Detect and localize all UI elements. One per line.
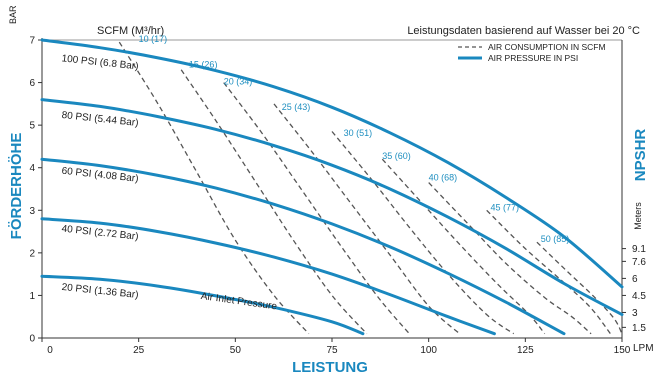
air-consumption-curve [331, 131, 515, 335]
pressure-curve-label: 80 PSI (5.44 Bar) [61, 110, 139, 129]
air-inlet-note: Air Inlet Pressure [200, 291, 278, 313]
x-axis-title: LEISTUNG [292, 359, 368, 376]
npshr-tick-label: 3 [632, 308, 638, 319]
air-curve-label: 20 (34) [224, 77, 253, 87]
air-curve-label: 15 (26) [189, 60, 218, 70]
air-curve-label: 35 (60) [382, 151, 411, 161]
header-left: SCFM (M³/hr) [97, 25, 164, 37]
pressure-curve [40, 38, 624, 289]
air-consumption-curve [486, 209, 611, 335]
npshr-tick-label: 4.5 [632, 291, 646, 302]
air-consumption-curve [381, 158, 546, 335]
air-consumption-curve [180, 69, 368, 335]
air-consumption-curve [428, 182, 592, 335]
x-tick-label: 50 [230, 345, 242, 356]
right-axis-title: NPSHR [632, 129, 649, 182]
npshr-tick-label: 1.5 [632, 323, 646, 334]
x-tick-label: 100 [420, 345, 437, 356]
y-unit-label: BAR [8, 5, 18, 24]
y-tick-label: 7 [29, 36, 35, 47]
pressure-curve-label: 100 PSI (6.8 Bar) [61, 53, 139, 72]
y-axis-title: FÖRDERHÖHE [8, 133, 25, 240]
y-tick-label: 2 [29, 248, 35, 259]
y-tick-label: 5 [29, 121, 35, 132]
y-tick-label: 4 [29, 163, 35, 174]
air-curve-label: 40 (68) [429, 172, 458, 182]
x-tick-label: 75 [326, 345, 338, 356]
air-curve-label: 25 (43) [282, 102, 311, 112]
header-right: Leistungsdaten basierend auf Wasser bei … [407, 25, 640, 37]
npshr-tick-label: 9.1 [632, 244, 646, 255]
air-curve-label: 30 (51) [344, 128, 373, 138]
x-unit-label: LPM [633, 343, 654, 354]
pressure-curve [40, 98, 624, 317]
right-unit-label: Meters [633, 202, 643, 230]
x-tick-label: 0 [47, 345, 53, 356]
air-consumption-curve [223, 82, 410, 335]
y-tick-label: 1 [29, 291, 35, 302]
y-tick-label: 0 [29, 334, 35, 345]
air-curve-label: 50 (85) [541, 234, 570, 244]
x-tick-label: 125 [517, 345, 534, 356]
air-curve-label: 10 (17) [139, 34, 168, 44]
pressure-curve [40, 157, 566, 336]
air-consumption-curve [118, 41, 310, 335]
air-curve-label: 45 (77) [491, 202, 520, 212]
air-consumption-curve [273, 103, 461, 335]
pressure-curve-label: 20 PSI (1.36 Bar) [61, 282, 139, 301]
legend-label-pressure: AIR PRESSURE IN PSI [488, 53, 578, 63]
y-tick-label: 6 [29, 78, 35, 89]
npshr-tick-label: 6 [632, 274, 638, 285]
x-tick-label: 25 [133, 345, 145, 356]
pressure-curve [40, 217, 496, 336]
legend-label-air: AIR CONSUMPTION IN SCFM [488, 42, 606, 52]
legend: AIR CONSUMPTION IN SCFM AIR PRESSURE IN … [458, 42, 606, 63]
npshr-tick-label: 7.6 [632, 257, 646, 268]
pressure-curve [40, 274, 365, 336]
air-consumption-curve [536, 241, 623, 335]
y-tick-label: 3 [29, 206, 35, 217]
x-tick-label: 150 [614, 345, 631, 356]
